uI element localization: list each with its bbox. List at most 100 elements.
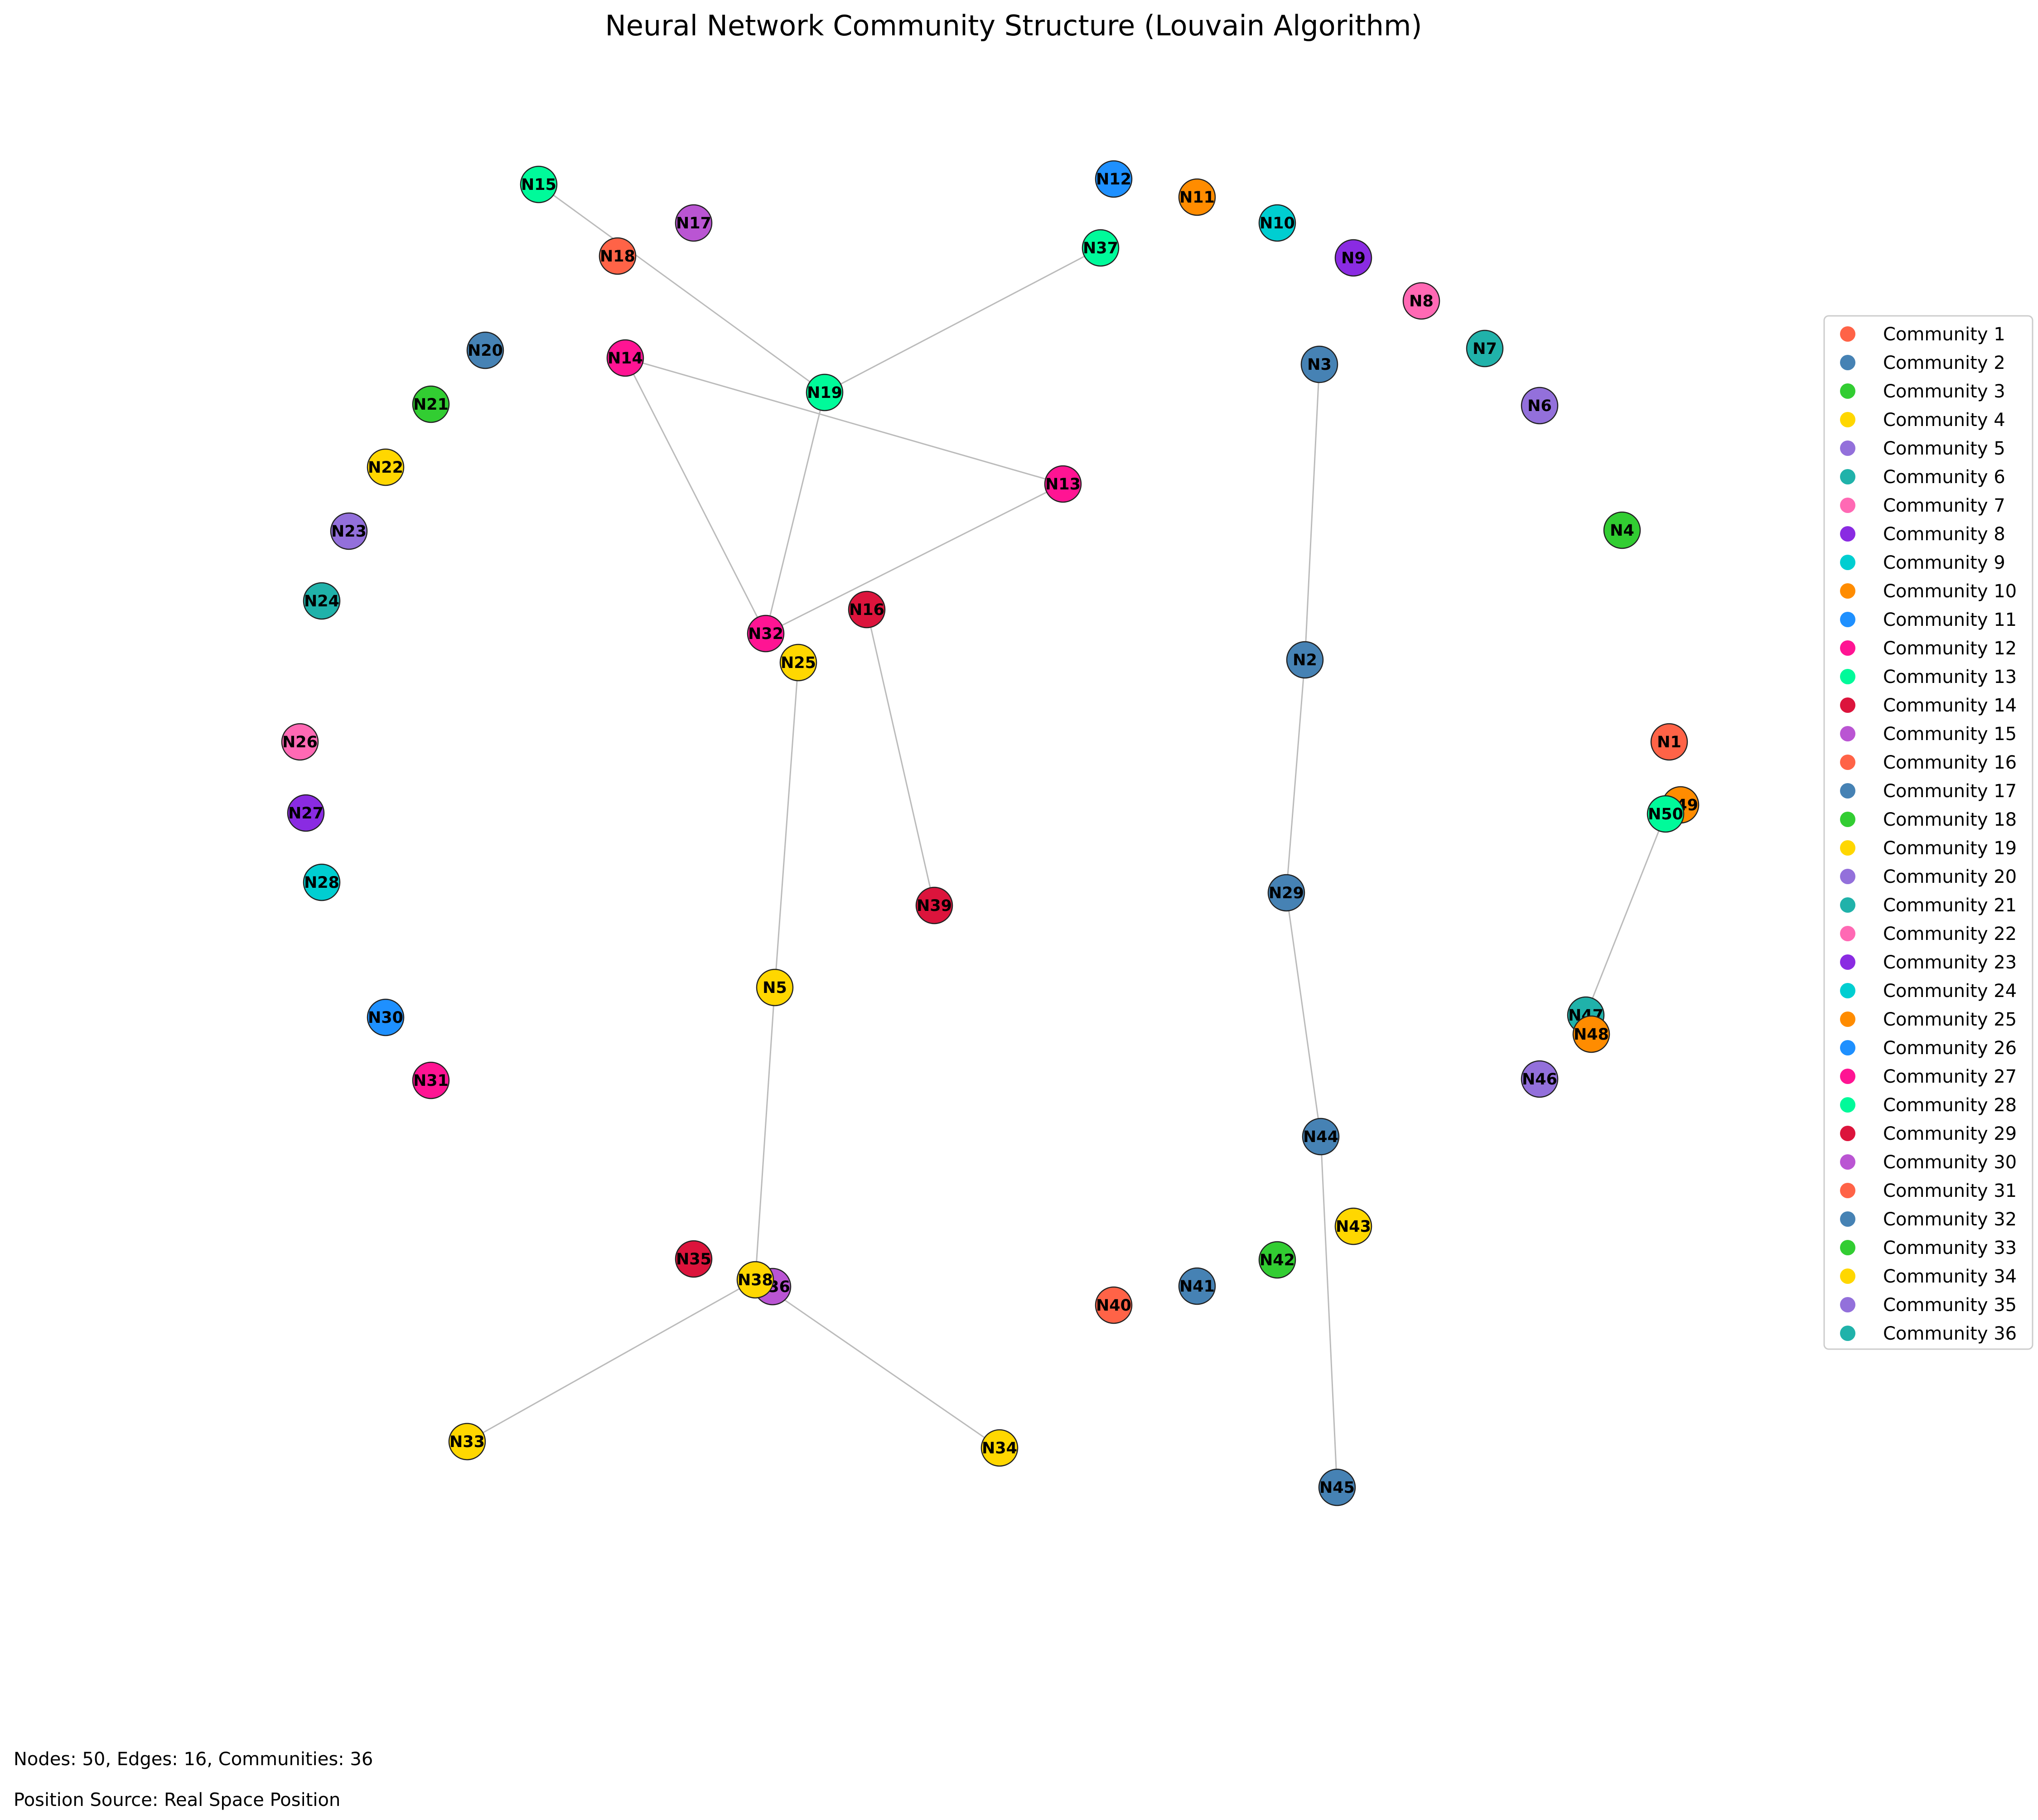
- node-circle: [980, 1429, 1019, 1467]
- node-circle: [1603, 511, 1641, 549]
- legend-label: Community 26: [1883, 1038, 2017, 1059]
- node-n29: N29: [1267, 874, 1305, 912]
- node-n37: N37: [1082, 229, 1120, 267]
- edge-n14-n32: [624, 358, 767, 634]
- node-circle: [1178, 178, 1216, 216]
- legend-label: Community 19: [1883, 838, 2017, 859]
- legend-label: Community 28: [1883, 1095, 2017, 1116]
- legend-label: Community 15: [1883, 724, 2017, 745]
- legend-marker: [1840, 1268, 1855, 1284]
- legend-items: Community 1 Community 2 Community 3 Communi…: [1840, 324, 2017, 1344]
- legend-item-community-27: Community 27: [1840, 1066, 2017, 1087]
- legend-label: Community 9: [1883, 552, 2005, 573]
- legend-label: Community 10: [1883, 581, 2017, 602]
- legend-item-community-20: Community 20: [1840, 866, 2017, 887]
- node-label: N3: [1307, 356, 1332, 374]
- node-circle: [1650, 723, 1688, 761]
- node-circle: [1572, 1015, 1610, 1053]
- node-label: N43: [1336, 1218, 1371, 1236]
- legend: Community 1 Community 2 Community 3 Communi…: [1823, 315, 2033, 1350]
- legend-marker: [1840, 555, 1855, 570]
- node-circle: [736, 1261, 774, 1299]
- legend-marker: [1840, 755, 1855, 770]
- legend-item-community-36: Community 36: [1840, 1323, 2017, 1344]
- node-circle: [675, 204, 713, 242]
- node-label: N8: [1409, 292, 1434, 310]
- node-n32: N32: [747, 615, 785, 653]
- node-n14: N14: [606, 339, 644, 377]
- edge-n50-n47: [1585, 813, 1666, 1016]
- legend-marker: [1840, 1069, 1855, 1084]
- legend-marker: [1840, 440, 1855, 456]
- node-circle: [1300, 345, 1338, 383]
- legend-marker: [1840, 640, 1855, 656]
- node-n50: N50: [1647, 795, 1685, 833]
- node-n46: N46: [1521, 1060, 1559, 1098]
- node-circle: [806, 373, 844, 411]
- legend-label: Community 33: [1883, 1238, 2017, 1259]
- node-circle: [1258, 204, 1296, 242]
- legend-marker: [1840, 1211, 1855, 1227]
- node-circle: [412, 1061, 450, 1099]
- legend-label: Community 23: [1883, 952, 2017, 973]
- node-circle: [520, 165, 558, 203]
- legend-label: Community 2: [1883, 353, 2005, 373]
- node-label: N18: [600, 247, 635, 266]
- node-circle: [848, 591, 886, 629]
- node-label: N40: [1096, 1297, 1131, 1315]
- legend-marker: [1840, 498, 1855, 513]
- edge-n44-n45: [1320, 1136, 1338, 1488]
- node-circle: [675, 1240, 713, 1278]
- legend-item-community-34: Community 34: [1840, 1266, 2017, 1287]
- edge-n19-n32: [765, 392, 826, 634]
- legend-label: Community 12: [1883, 638, 2017, 659]
- legend-item-community-35: Community 35: [1840, 1295, 2017, 1316]
- legend-label: Community 4: [1883, 410, 2005, 431]
- node-circle: [1178, 1267, 1216, 1305]
- node-label: N50: [1648, 805, 1683, 823]
- node-circle: [915, 886, 953, 925]
- legend-marker: [1840, 869, 1855, 884]
- edge-n37-n19: [824, 247, 1101, 393]
- legend-label: Community 1: [1883, 324, 2005, 345]
- node-label: N38: [738, 1271, 773, 1289]
- legend-marker: [1840, 383, 1855, 399]
- node-label: N20: [468, 342, 503, 360]
- node-n10: N10: [1258, 204, 1296, 242]
- legend-item-community-3: Community 3: [1840, 381, 2005, 402]
- legend-marker: [1840, 669, 1855, 684]
- legend-label: Community 14: [1883, 695, 2017, 716]
- node-n34: N34: [980, 1429, 1019, 1467]
- node-circle: [466, 331, 504, 369]
- legend-label: Community 18: [1883, 809, 2017, 830]
- node-label: N27: [288, 804, 324, 823]
- node-n7: N7: [1466, 329, 1504, 368]
- legend-marker: [1840, 697, 1855, 713]
- node-circle: [756, 968, 794, 1007]
- node-label: N45: [1319, 1479, 1355, 1497]
- legend-item-community-14: Community 14: [1840, 695, 2017, 716]
- legend-marker: [1840, 355, 1855, 370]
- edge-n25-n5: [774, 662, 799, 988]
- node-n23: N23: [330, 512, 368, 550]
- legend-marker: [1840, 1183, 1855, 1198]
- node-label: N13: [1045, 475, 1081, 494]
- node-label: N48: [1574, 1026, 1609, 1044]
- legend-item-community-30: Community 30: [1840, 1152, 2017, 1173]
- node-n5: N5: [756, 968, 794, 1007]
- legend-label: Community 31: [1883, 1181, 2017, 1201]
- legend-item-community-18: Community 18: [1840, 809, 2017, 830]
- legend-item-community-32: Community 32: [1840, 1209, 2017, 1230]
- node-n1: N1: [1650, 723, 1688, 761]
- node-label: N17: [676, 214, 711, 232]
- node-label: N29: [1269, 884, 1304, 902]
- node-circle: [779, 644, 817, 682]
- node-n2: N2: [1286, 641, 1324, 679]
- node-label: N42: [1260, 1251, 1295, 1269]
- node-n41: N41: [1178, 1267, 1216, 1305]
- legend-marker: [1840, 412, 1855, 427]
- node-circle: [1466, 329, 1504, 368]
- legend-label: Community 34: [1883, 1266, 2017, 1287]
- legend-label: Community 35: [1883, 1295, 2017, 1316]
